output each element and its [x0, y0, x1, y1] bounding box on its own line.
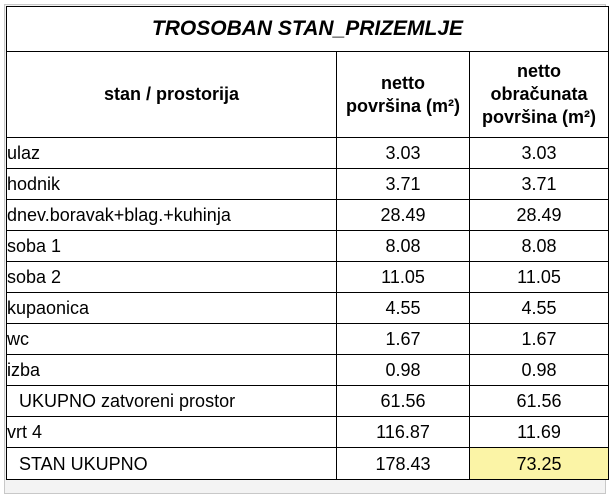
header-net-line1: netto	[381, 72, 425, 93]
net-area: 3.71	[336, 168, 470, 200]
net-area: 4.55	[336, 292, 470, 324]
grand-total-calc: 73.25	[469, 447, 609, 480]
header-net-line2: površina (m²)	[345, 95, 460, 116]
table-title: TROSOBAN STAN_PRIZEMLJE	[6, 6, 609, 52]
garden-calc: 11.69	[469, 416, 609, 448]
garden-net: 116.87	[336, 416, 470, 448]
grand-total-label: STAN UKUPNO	[6, 447, 337, 480]
area-table: TROSOBAN STAN_PRIZEMLJE stan / prostorij…	[6, 6, 609, 480]
header-row: stan / prostorija netto površina (m²) ne…	[6, 51, 609, 138]
garden-row: vrt 4 116.87 11.69	[6, 416, 609, 448]
table-row: dnev.boravak+blag.+kuhinja 28.49 28.49	[6, 199, 609, 231]
header-calc-line2: obračunata	[490, 84, 588, 104]
table-row: wc 1.67 1.67	[6, 323, 609, 355]
net-area: 3.03	[336, 137, 470, 169]
title-row: TROSOBAN STAN_PRIZEMLJE	[6, 6, 609, 52]
net-area: 11.05	[336, 261, 470, 293]
enclosed-total-label: UKUPNO zatvoreni prostor	[6, 385, 337, 417]
room-name: ulaz	[6, 137, 337, 169]
table-row: izba 0.98 0.98	[6, 354, 609, 386]
room-name: izba	[6, 354, 337, 386]
enclosed-total-calc: 61.56	[469, 385, 609, 417]
grand-total-net: 178.43	[336, 447, 470, 480]
calc-area: 3.71	[469, 168, 609, 200]
room-name: kupaonica	[6, 292, 337, 324]
garden-label: vrt 4	[6, 416, 337, 448]
table-row: kupaonica 4.55 4.55	[6, 292, 609, 324]
grand-total-row: STAN UKUPNO 178.43 73.25	[6, 447, 609, 480]
enclosed-total-net: 61.56	[336, 385, 470, 417]
net-area: 28.49	[336, 199, 470, 231]
room-name: soba 1	[6, 230, 337, 262]
room-name: dnev.boravak+blag.+kuhinja	[6, 199, 337, 231]
calc-area: 4.55	[469, 292, 609, 324]
net-area: 0.98	[336, 354, 470, 386]
calc-area: 8.08	[469, 230, 609, 262]
calc-area: 3.03	[469, 137, 609, 169]
table-row: soba 2 11.05 11.05	[6, 261, 609, 293]
calc-area: 0.98	[469, 354, 609, 386]
header-net-area: netto površina (m²)	[336, 51, 470, 138]
header-calc-area: netto obračunata površina (m²)	[469, 51, 609, 138]
table-row: soba 1 8.08 8.08	[6, 230, 609, 262]
header-calc-line1: netto	[517, 61, 561, 81]
table-row: hodnik 3.71 3.71	[6, 168, 609, 200]
table-row: ulaz 3.03 3.03	[6, 137, 609, 169]
calc-area: 28.49	[469, 199, 609, 231]
room-name: soba 2	[6, 261, 337, 293]
net-area: 1.67	[336, 323, 470, 355]
calc-area: 1.67	[469, 323, 609, 355]
room-name: wc	[6, 323, 337, 355]
net-area: 8.08	[336, 230, 470, 262]
header-room: stan / prostorija	[6, 51, 337, 138]
calc-area: 11.05	[469, 261, 609, 293]
enclosed-total-row: UKUPNO zatvoreni prostor 61.56 61.56	[6, 385, 609, 417]
header-calc-line3: površina (m²)	[481, 107, 596, 127]
room-name: hodnik	[6, 168, 337, 200]
